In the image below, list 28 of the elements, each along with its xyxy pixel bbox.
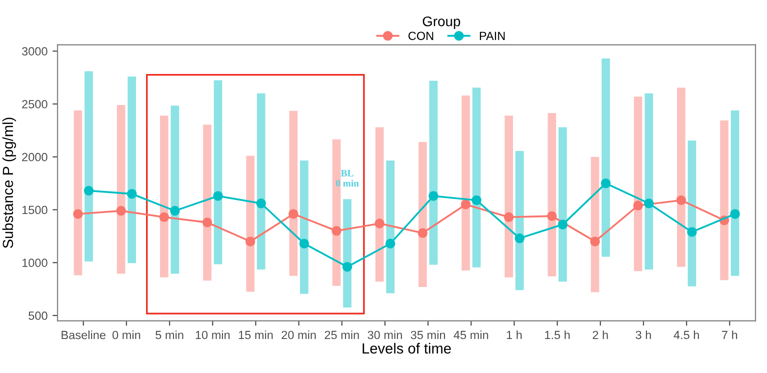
x-tick-label: 35 min: [410, 330, 446, 340]
x-tick-label: 3 h: [636, 330, 651, 340]
legend-label: CON: [408, 32, 434, 40]
x-tick-label: 7 h: [722, 330, 738, 340]
x-tick-label: 20 min: [282, 330, 316, 340]
y-tick-label: 3000: [22, 47, 48, 56]
x-tick-label: 5 min: [156, 330, 184, 340]
y-axis-title: Substance P (pg/ml): [2, 118, 16, 248]
x-tick-label: 45 min: [454, 330, 488, 340]
x-tick-label: 2 h: [592, 330, 608, 340]
legend-title: Group: [422, 16, 460, 30]
x-tick-label: 25 min: [324, 330, 359, 340]
x-tick-label: 1.5 h: [545, 330, 570, 340]
y-tick-label: 2000: [22, 152, 48, 162]
x-tick-label: Baseline: [62, 330, 106, 340]
x-tick-label: 15 min: [238, 330, 273, 340]
y-tick-label: 1500: [22, 206, 48, 214]
y-tick-label: 500: [28, 312, 48, 320]
annotation: BL 0 min: [336, 170, 359, 187]
y-tick-label: 1000: [22, 258, 48, 268]
y-tick-label: 2500: [22, 100, 48, 108]
x-tick-label: 30 min: [368, 330, 402, 340]
x-tick-label: 4.5 h: [674, 330, 699, 340]
x-tick-label: 10 min: [196, 330, 230, 340]
x-axis-title: Levels of time: [362, 342, 451, 354]
legend-label: PAIN: [480, 32, 505, 40]
x-tick-label: 0 min: [112, 330, 140, 340]
x-tick-label: 1 h: [506, 330, 522, 340]
